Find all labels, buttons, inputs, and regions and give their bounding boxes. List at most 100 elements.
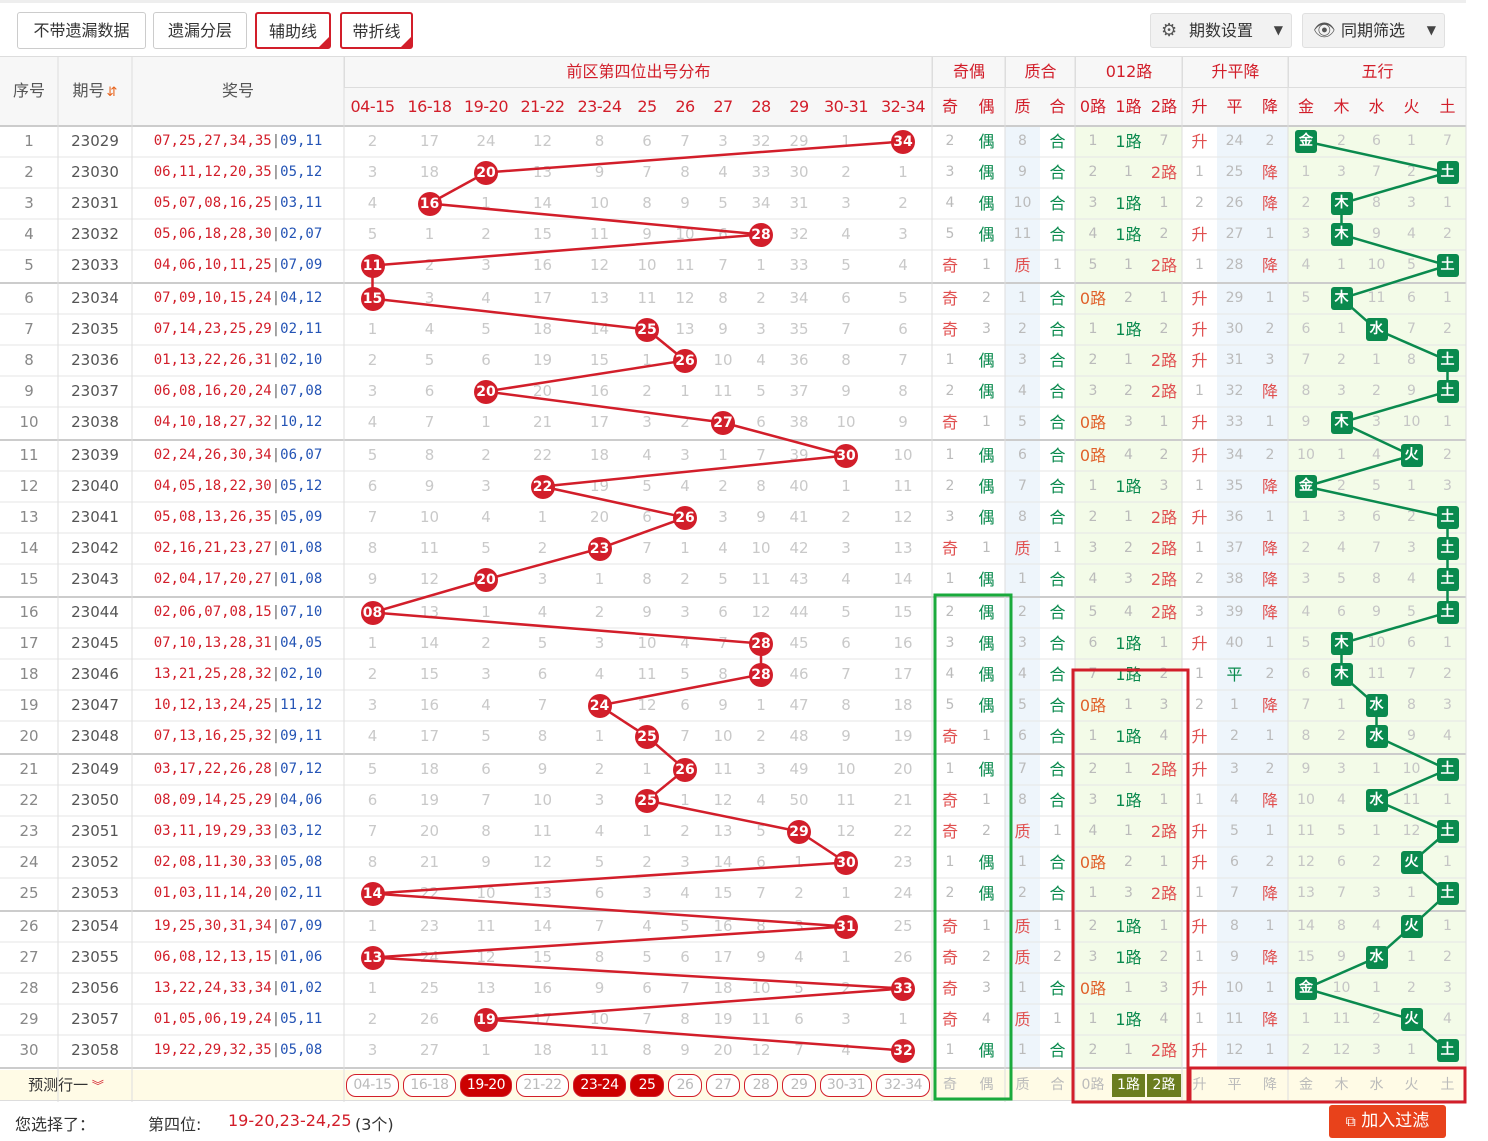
road-hit: 0路 (1079, 853, 1107, 872)
odd-even-hit: 奇 (941, 791, 958, 810)
add-filter-button[interactable]: ⧉ 加入过滤 (1329, 1105, 1446, 1138)
predict-label[interactable]: 预测行一 ︾ (0, 1070, 132, 1101)
predict-dist-option[interactable]: 23-24 (573, 1074, 626, 1097)
predict-option[interactable]: 平 (1227, 1077, 1242, 1093)
wuxing-miss: 9 (1372, 226, 1381, 242)
predict-dist-option[interactable]: 26 (668, 1074, 702, 1097)
wuxing-miss: 9 (1407, 383, 1416, 399)
dist-miss-value: 10 (419, 508, 440, 526)
row-prize: 05,08,13,26,35|05,09 (132, 502, 344, 533)
dist-miss-value: 4 (424, 320, 435, 338)
row-issue: 23037 (71, 382, 119, 400)
prime-miss: 1 (1018, 1042, 1027, 1058)
predict-option[interactable]: 土 (1440, 1077, 1455, 1093)
predict-option[interactable]: 降 (1263, 1077, 1277, 1093)
row-issue: 23035 (71, 320, 119, 338)
predict-dist-option[interactable]: 19-20 (460, 1074, 512, 1097)
road-miss: 1 (1088, 321, 1098, 337)
predict-option[interactable]: 1路 (1112, 1074, 1145, 1097)
wuxing-miss: 4 (1407, 226, 1416, 242)
fold-line-button[interactable]: 带折线 (340, 12, 413, 49)
dist-miss-value: 6 (680, 948, 690, 966)
odd-even-hit: 偶 (978, 194, 995, 213)
wuxing-miss: 4 (1372, 918, 1381, 934)
trend-hit: 平 (1226, 665, 1243, 684)
dist-miss-value: 4 (594, 822, 605, 840)
periods-dropdown[interactable]: ⚙ 期数设置 ▼ (1150, 13, 1292, 48)
dist-miss-value: 4 (718, 539, 728, 557)
separator: | (271, 697, 281, 713)
predict-dist-option[interactable]: 28 (744, 1074, 778, 1097)
front-numbers: 08,09,14,25,29 (153, 792, 272, 808)
dist-miss-value: 49 (789, 760, 809, 778)
trend-miss: 30 (1225, 321, 1244, 337)
row-seq: 27 (19, 948, 39, 966)
row-seq: 19 (19, 696, 39, 714)
predict-dist-option[interactable]: 04-15 (346, 1074, 399, 1097)
missing-layer-button[interactable]: 遗漏分层 (153, 12, 247, 49)
predict-dist-option[interactable]: 32-34 (876, 1074, 930, 1097)
sub-col-header: 水 (1368, 97, 1385, 116)
dist-miss-value: 1 (642, 351, 652, 369)
wuxing-miss: 1 (1372, 352, 1381, 368)
road-miss: 4 (1159, 728, 1169, 744)
aux-line-button[interactable]: 辅助线 (255, 12, 331, 49)
predict-option[interactable]: 升 (1192, 1077, 1207, 1093)
prime-miss: 2 (1018, 885, 1027, 901)
wuxing-miss: 2 (1337, 728, 1346, 744)
front-numbers: 13,22,24,33,34 (153, 980, 272, 996)
predict-dist-option[interactable]: 16-18 (403, 1074, 456, 1097)
wuxing-miss: 1 (1407, 478, 1416, 494)
predict-dist-option[interactable]: 27 (706, 1074, 740, 1097)
prime-miss: 3 (1018, 352, 1027, 368)
header-issue[interactable]: 期号 ⇵ (58, 56, 132, 128)
dist-miss-value: 6 (424, 382, 435, 400)
road-miss: 2 (1088, 918, 1098, 934)
trend-miss: 2 (1265, 666, 1275, 682)
separator: | (271, 635, 281, 651)
wuxing-miss: 10 (1402, 414, 1421, 430)
predict-option[interactable]: 合 (1050, 1077, 1065, 1093)
front-numbers: 01,03,11,14,20 (153, 885, 272, 901)
wuxing-miss: 5 (1337, 823, 1346, 839)
same-period-dropdown[interactable]: 👁 同期筛选 ▼ (1302, 13, 1445, 48)
sort-icon[interactable]: ⇵ (106, 85, 118, 100)
dist-miss-value: 11 (751, 1010, 771, 1028)
road-miss: 4 (1124, 447, 1133, 463)
dist-miss-value: 8 (680, 1010, 690, 1028)
predict-dist-option[interactable]: 21-22 (516, 1074, 569, 1097)
predict-option[interactable]: 奇 (943, 1077, 957, 1093)
predict-option[interactable]: 0路 (1081, 1077, 1105, 1093)
predict-dist-option[interactable]: 25 (630, 1074, 664, 1097)
predict-dist-option[interactable]: 30-31 (820, 1074, 872, 1097)
dist-miss-value: 12 (589, 256, 610, 274)
prime-miss: 11 (1013, 226, 1032, 242)
dist-miss-value: 5 (718, 570, 728, 588)
row-seq: 16 (19, 603, 39, 621)
dist-hit-ball: 34 (891, 130, 915, 154)
odd-even-hit: 偶 (978, 477, 995, 496)
no-missing-data-button[interactable]: 不带遗漏数据 (17, 12, 146, 49)
dist-miss-value: 8 (680, 163, 690, 181)
row-prize: 05,06,18,28,30|02,07 (132, 219, 344, 250)
predict-option[interactable]: 水 (1369, 1077, 1384, 1093)
trend-hit: 升 (1191, 225, 1208, 244)
trend-miss: 37 (1225, 540, 1244, 556)
predict-option[interactable]: 偶 (979, 1077, 994, 1093)
dist-miss-value: 4 (680, 884, 690, 902)
dist-miss-value: 14 (713, 853, 733, 871)
predict-option[interactable]: 火 (1404, 1077, 1419, 1093)
dist-miss-value: 1 (642, 760, 652, 778)
row-prize: 07,13,16,25,32|09,11 (132, 721, 344, 752)
wuxing-miss: 10 (1402, 761, 1421, 777)
predict-option[interactable]: 木 (1334, 1077, 1349, 1093)
sub-col-header: 平 (1226, 97, 1243, 116)
predict-option[interactable]: 2路 (1147, 1074, 1181, 1097)
predict-option[interactable]: 金 (1299, 1077, 1313, 1093)
predict-dist-option[interactable]: 29 (782, 1074, 816, 1097)
wuxing-miss: 12 (1332, 1042, 1351, 1058)
prime-hit: 合 (1049, 884, 1066, 903)
sub-col-header: 木 (1333, 97, 1350, 116)
trend-miss: 10 (1225, 980, 1244, 996)
predict-option[interactable]: 质 (1015, 1077, 1030, 1093)
